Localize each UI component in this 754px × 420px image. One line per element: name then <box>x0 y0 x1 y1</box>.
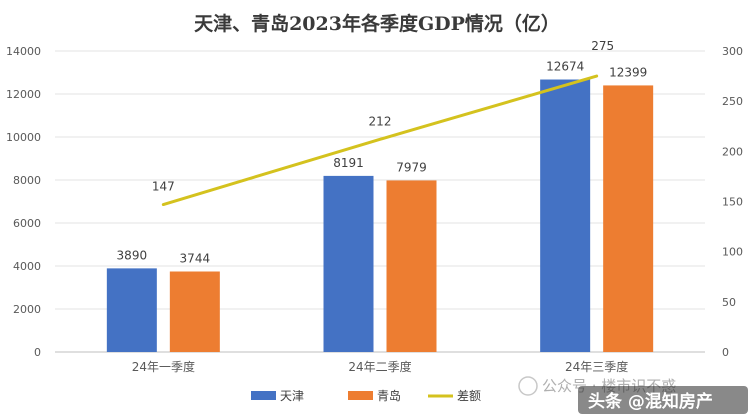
bar-label: 12399 <box>609 65 647 79</box>
category-labels: 24年一季度 24年二季度 24年三季度 <box>132 359 629 374</box>
right-tick-label: 250 <box>722 95 743 108</box>
gridlines <box>55 50 705 353</box>
bar-天津-0 <box>106 268 157 352</box>
bar-青岛-2 <box>603 85 654 352</box>
bar-label: 3890 <box>117 248 148 262</box>
right-tick-label: 300 <box>722 45 743 58</box>
line-label: 275 <box>591 39 614 53</box>
right-tick-label: 50 <box>722 296 736 309</box>
left-tick-label: 14000 <box>6 45 41 58</box>
left-tick-label: 12000 <box>6 88 41 101</box>
wechat-icon <box>518 376 538 396</box>
right-tick-label: 0 <box>722 346 729 359</box>
bars: 3890 8191 12674 3744 7979 12399 <box>106 60 654 352</box>
right-tick-label: 200 <box>722 145 743 158</box>
bar-label: 3744 <box>180 252 211 266</box>
legend: 天津 青岛 差额 <box>251 388 481 403</box>
left-axis-ticks: 0 2000 4000 6000 8000 10000 12000 14000 <box>6 45 41 359</box>
legend-label: 差额 <box>457 389 481 403</box>
left-tick-label: 0 <box>34 346 41 359</box>
difference-line: 147 212 275 <box>152 39 614 207</box>
left-tick-label: 6000 <box>13 217 41 230</box>
category-label: 24年一季度 <box>132 359 195 374</box>
watermark-badge <box>578 386 748 414</box>
category-label: 24年三季度 <box>565 359 628 374</box>
legend-swatch <box>348 391 373 400</box>
category-label: 24年二季度 <box>348 359 411 374</box>
line-label: 212 <box>369 114 392 128</box>
bar-label: 7979 <box>396 160 427 174</box>
legend-label: 青岛 <box>377 388 401 403</box>
legend-swatch <box>251 391 276 400</box>
left-tick-label: 10000 <box>6 131 41 144</box>
bar-青岛-1 <box>386 180 437 352</box>
line-差额 <box>161 74 599 207</box>
left-tick-label: 4000 <box>13 260 41 273</box>
chart-title: 天津、青岛2023年各季度GDP情况（亿） <box>194 12 560 35</box>
bar-天津-1 <box>323 175 374 352</box>
right-tick-label: 100 <box>722 246 743 259</box>
line-label: 147 <box>152 180 175 194</box>
bar-label: 8191 <box>333 156 364 170</box>
bar-青岛-0 <box>169 271 220 352</box>
watermark-line2: 头条 @混知房产 <box>588 391 713 412</box>
bar-label: 12674 <box>546 60 584 74</box>
left-tick-label: 8000 <box>13 174 41 187</box>
left-tick-label: 2000 <box>13 303 41 316</box>
watermark: 公众号 · 楼市识不惑 头条 @混知房产 <box>518 376 748 414</box>
legend-label: 天津 <box>280 389 304 403</box>
bar-天津-2 <box>540 79 591 352</box>
right-tick-label: 150 <box>722 196 743 209</box>
right-axis-ticks: 0 50 100 150 200 250 300 <box>722 45 743 359</box>
